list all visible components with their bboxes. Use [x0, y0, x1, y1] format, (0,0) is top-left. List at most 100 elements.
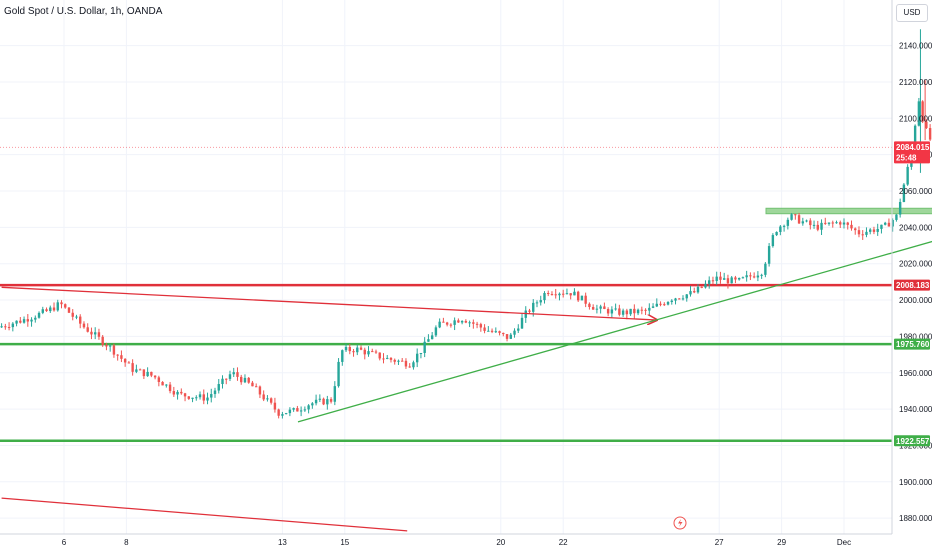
- candle-body: [917, 101, 921, 126]
- y-tick-label: 2000.000: [899, 296, 932, 305]
- candle-body: [344, 347, 348, 351]
- currency-button[interactable]: USD: [896, 4, 928, 22]
- candle-body: [386, 357, 389, 359]
- candle-body: [764, 263, 767, 275]
- candle-body: [382, 358, 385, 360]
- candle-body: [760, 274, 763, 276]
- candle-body: [625, 310, 629, 315]
- candle-body: [468, 322, 471, 324]
- x-tick-label: Dec: [837, 538, 851, 547]
- candle-body: [779, 226, 782, 232]
- candle-body: [228, 374, 232, 379]
- candle-body: [824, 222, 827, 224]
- y-tick-label: 2140.000: [899, 42, 932, 51]
- candle-body: [550, 294, 554, 296]
- candle-body: [902, 184, 906, 202]
- candle-body: [97, 332, 101, 337]
- candle-body: [374, 351, 378, 353]
- grid: [0, 0, 892, 534]
- candle-body: [415, 353, 419, 363]
- candle-body: [142, 369, 146, 377]
- candle-body: [741, 277, 745, 279]
- candle-body: [756, 275, 760, 278]
- candle-body: [412, 362, 415, 368]
- green-rising-trendline: [297, 240, 932, 423]
- candle-body: [576, 291, 580, 301]
- candle-body: [726, 278, 730, 284]
- candle-body: [648, 307, 651, 311]
- candle-body: [517, 328, 520, 331]
- candle-body: [636, 309, 640, 314]
- candle-body: [520, 317, 524, 329]
- time-axis: 6 8 13 15 20 22 27 29 Dec: [0, 533, 892, 547]
- candle-body: [865, 231, 868, 235]
- red-falling-trendline-upper: [1, 286, 657, 320]
- y-tick-label: 2120.000: [899, 78, 932, 87]
- candle-body: [666, 302, 670, 305]
- candle-body: [633, 308, 636, 314]
- candle-body: [771, 235, 775, 247]
- symbol-title: Gold Spot / U.S. Dollar, 1h, OANDA: [4, 6, 163, 17]
- level-price-tag: 1922.557: [896, 437, 930, 446]
- candle-body: [644, 309, 647, 311]
- candle-body: [464, 320, 468, 323]
- resistance-zone: [765, 207, 932, 215]
- candle-body: [854, 228, 857, 231]
- candle-body: [535, 302, 539, 304]
- x-tick-label: 6: [62, 538, 67, 547]
- candle-body: [105, 344, 108, 347]
- candle-body: [876, 228, 879, 232]
- candle-body: [539, 300, 542, 303]
- red-falling-trendline-lower: [1, 497, 408, 532]
- candle-body: [842, 222, 846, 225]
- candle-body: [685, 294, 688, 299]
- candle-body: [187, 396, 190, 399]
- candle-body: [734, 277, 737, 280]
- candle-body: [490, 330, 494, 332]
- candle-body: [176, 391, 179, 395]
- candle-body: [378, 352, 381, 359]
- candle-body: [296, 408, 299, 412]
- candle-body: [913, 125, 917, 154]
- candle-body: [790, 214, 793, 220]
- candle-body: [921, 101, 924, 122]
- candle-body: [258, 386, 262, 395]
- candle-body: [180, 391, 183, 394]
- candle-body: [251, 382, 254, 387]
- candle-body: [651, 306, 655, 308]
- candle-body: [737, 278, 741, 280]
- candle-body: [26, 319, 30, 322]
- candle-body: [700, 286, 703, 288]
- candle-body: [183, 393, 187, 397]
- candle-body: [745, 275, 748, 278]
- candle-body: [505, 334, 509, 339]
- candle-body: [138, 369, 142, 371]
- candle-body: [906, 166, 909, 185]
- candle-body: [925, 121, 928, 129]
- level-price-tag: 1975.760: [896, 340, 930, 349]
- candle-body: [101, 336, 104, 345]
- candle-body: [835, 222, 838, 224]
- candle-body: [606, 309, 610, 314]
- candle-body: [262, 394, 265, 400]
- candle-body: [839, 222, 842, 225]
- candle-body: [348, 347, 351, 352]
- candle-body: [45, 309, 48, 312]
- candle-body: [438, 321, 441, 328]
- candle-body: [573, 291, 576, 296]
- candle-body: [696, 286, 700, 293]
- y-tick-label: 2100.000: [899, 114, 932, 123]
- candle-body: [749, 275, 752, 277]
- candle-body: [532, 302, 535, 312]
- candle-body: [322, 398, 325, 405]
- candle-body: [809, 220, 812, 226]
- candle-body: [704, 283, 707, 288]
- x-tick-label: 13: [278, 538, 287, 547]
- candle-body: [329, 399, 333, 402]
- candle-body: [659, 303, 662, 305]
- candle-body: [75, 316, 78, 318]
- candle-body: [460, 320, 464, 323]
- candle-body: [891, 219, 894, 227]
- candle-body: [786, 219, 790, 226]
